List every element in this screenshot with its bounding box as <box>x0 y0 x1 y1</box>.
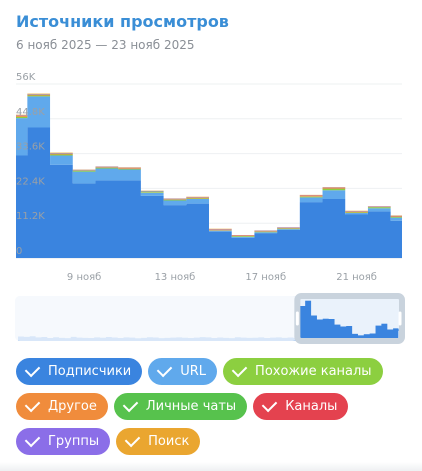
legend: Подписчики URL Похожие каналы Другое Личные … <box>16 358 416 463</box>
y-axis: 0 11.2K 22.4K 33.6K 44.8K 56K <box>16 72 45 257</box>
y-tick-label: 44.8K <box>16 107 45 118</box>
y-tick-label: 33.6K <box>16 142 45 153</box>
series-area-0 <box>16 127 402 258</box>
navigator-selection[interactable] <box>294 293 406 344</box>
stacked-areas <box>16 93 402 258</box>
navigator-handle[interactable] <box>398 311 402 326</box>
legend-toggle[interactable]: Поиск <box>116 428 201 455</box>
check-icon <box>261 396 278 413</box>
y-tick-label: 56K <box>16 72 36 83</box>
legend-toggle[interactable]: Личные чаты <box>113 393 248 420</box>
chart-title: Источники просмотров <box>16 12 229 31</box>
legend-label: Каналы <box>285 399 338 414</box>
legend-toggle[interactable]: Похожие каналы <box>223 358 383 385</box>
check-icon <box>24 361 41 378</box>
legend-toggle[interactable]: Каналы <box>253 393 349 420</box>
navigator-selected-area <box>297 300 399 341</box>
divider <box>0 462 422 471</box>
legend-toggle[interactable]: Подписчики <box>16 358 143 385</box>
views-chart: 0 11.2K 22.4K 33.6K 44.8K 56K 9 нояб 13 нояб 17… <box>15 72 406 344</box>
navigator-handle[interactable] <box>295 311 299 326</box>
x-axis: 9 нояб 13 нояб 17 нояб 21 нояб <box>67 272 377 283</box>
x-tick-label: 21 нояб <box>336 272 377 283</box>
legend-toggle[interactable]: Группы <box>16 428 111 455</box>
legend-label: Поиск <box>148 434 190 449</box>
check-icon <box>231 361 248 378</box>
date-range: 6 нояб 2025 — 23 нояб 2025 <box>16 38 195 52</box>
legend-label: Похожие каналы <box>255 364 372 379</box>
legend-toggle[interactable]: Другое <box>16 393 108 420</box>
check-icon <box>24 431 41 448</box>
navigator-mask <box>15 296 298 341</box>
y-tick-label: 0 <box>16 246 22 257</box>
check-icon <box>124 431 141 448</box>
check-icon <box>156 361 173 378</box>
x-tick-label: 17 нояб <box>245 272 286 283</box>
check-icon <box>24 396 41 413</box>
check-icon <box>122 396 139 413</box>
legend-label: Другое <box>48 399 97 414</box>
legend-label: Группы <box>48 434 100 449</box>
legend-label: Подписчики <box>48 364 132 379</box>
legend-label: URL <box>180 364 207 379</box>
y-tick-label: 11.2K <box>16 211 45 222</box>
x-tick-label: 13 нояб <box>155 272 196 283</box>
legend-label: Личные чаты <box>145 399 237 414</box>
y-tick-label: 22.4K <box>16 176 45 187</box>
x-tick-label: 9 нояб <box>67 272 101 283</box>
legend-toggle[interactable]: URL <box>148 358 218 385</box>
range-navigator <box>15 293 406 344</box>
